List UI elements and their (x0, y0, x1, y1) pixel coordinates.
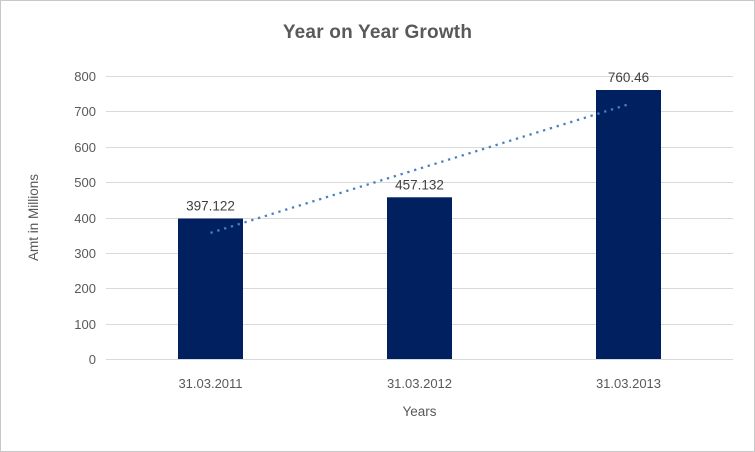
data-label-3: 760.46 (608, 70, 649, 85)
y-tick-label: 100 (74, 317, 96, 332)
data-label-2: 457.132 (395, 177, 444, 192)
data-label-1: 397.122 (186, 199, 235, 214)
trendline (210, 103, 629, 234)
chart-title: Year on Year Growth (282, 22, 473, 43)
x-tick-label-3: 31.03.2013 (596, 376, 661, 391)
bar-3 (596, 89, 661, 359)
y-tick-label: 700 (74, 104, 96, 119)
y-tick-label: 200 (74, 281, 96, 296)
y-axis-title: Amt in Millions (26, 174, 41, 261)
bar-1 (178, 218, 243, 359)
y-tick-label: 300 (74, 246, 96, 261)
y-tick-label: 400 (74, 211, 96, 226)
y-tick-label: 800 (74, 69, 96, 84)
y-tick-label: 600 (74, 140, 96, 155)
x-tick-label-2: 31.03.2012 (387, 376, 452, 391)
x-axis-title: Years (402, 404, 436, 419)
x-tick-label-1: 31.03.2011 (178, 376, 242, 391)
bar-2 (387, 197, 452, 359)
y-tick-label: 0 (89, 352, 96, 367)
y-tick-label: 500 (74, 175, 96, 190)
